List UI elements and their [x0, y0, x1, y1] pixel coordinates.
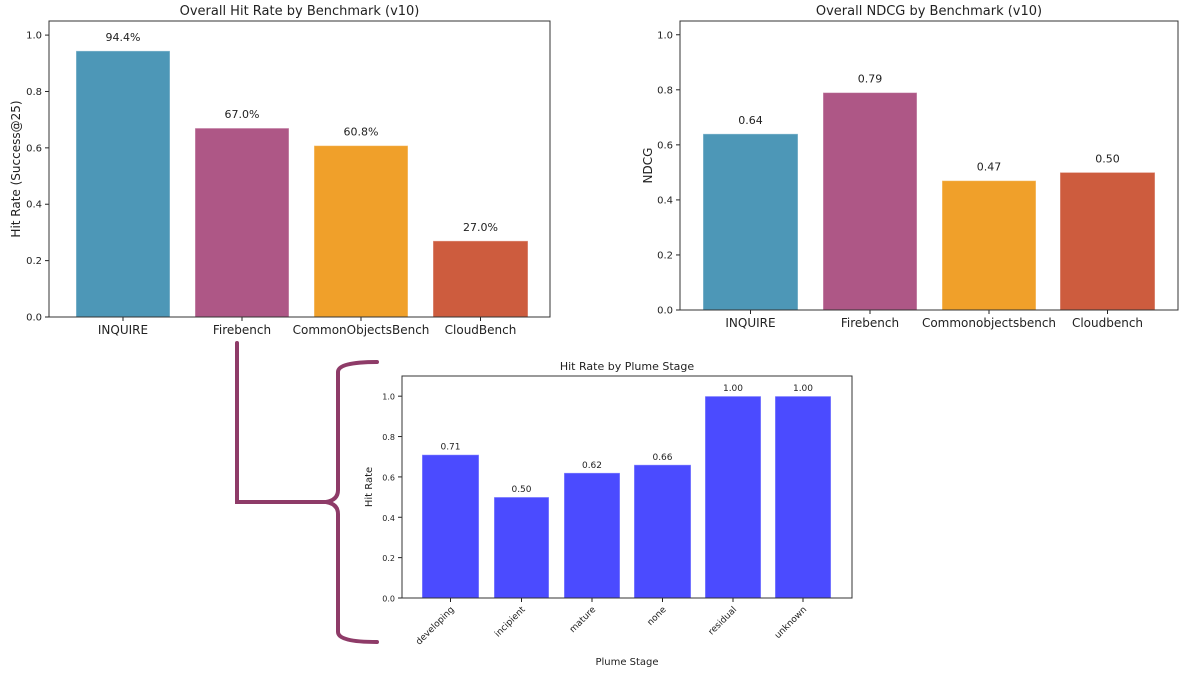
y-tick-label: 0.0: [382, 595, 395, 604]
y-tick-label: 0.4: [26, 200, 42, 211]
y-tick-label: 0.6: [657, 140, 673, 151]
y-tick-label: 0.2: [657, 250, 673, 261]
axes-frame: [679, 20, 1179, 311]
bar-developing: [421, 454, 480, 599]
y-axis-label: Hit Rate: [364, 467, 375, 507]
bar-Commonobjectsbench: [941, 180, 1037, 311]
y-tick-label: 0.8: [657, 85, 673, 96]
y-tick-label: 0.0: [657, 306, 673, 317]
chart-title: Overall Hit Rate by Benchmark (v10): [180, 4, 420, 19]
data-label: 0.50: [1095, 152, 1120, 165]
chart-title: Hit Rate by Plume Stage: [560, 360, 695, 373]
axes-frame: [48, 20, 551, 318]
bar-Cloudbench: [1059, 171, 1156, 311]
x-tick-label: unknown: [773, 605, 809, 641]
x-tick-label: CloudBench: [445, 323, 517, 337]
bar-unknown: [774, 395, 832, 599]
y-tick-label: 0.2: [26, 256, 42, 267]
data-label: 0.62: [582, 461, 602, 471]
data-label: 0.47: [977, 161, 1002, 174]
bar-residual: [704, 395, 762, 599]
bar-INQUIRE: [75, 50, 171, 318]
y-tick-label: 0.4: [382, 514, 395, 523]
y-tick-label: 1.0: [382, 393, 395, 402]
y-tick-label: 0.2: [382, 554, 395, 563]
y-axis-label: NDCG: [641, 148, 655, 184]
y-tick-label: 0.8: [382, 433, 395, 442]
x-tick-label: INQUIRE: [725, 316, 775, 330]
y-tick-label: 0.6: [26, 143, 42, 154]
bar-INQUIRE: [702, 133, 799, 311]
bar-CloudBench: [432, 240, 529, 318]
y-axis-label: Hit Rate (Success@25): [9, 100, 23, 237]
chart-2: Overall NDCG by Benchmark (v10) 0.64 INQUI…: [641, 4, 1179, 330]
bar-Firebench: [194, 127, 290, 318]
data-label: 1.00: [793, 384, 813, 394]
data-label: 0.79: [858, 73, 883, 86]
data-label: 0.66: [652, 453, 672, 463]
x-tick-label: Commonobjectsbench: [922, 316, 1056, 330]
bar-incipient: [493, 496, 550, 599]
chart-title: Overall NDCG by Benchmark (v10): [816, 4, 1042, 19]
y-tick-label: 0.0: [26, 313, 42, 324]
x-tick-label: none: [646, 605, 669, 628]
x-tick-label: Cloudbench: [1072, 316, 1143, 330]
y-tick-label: 0.6: [382, 473, 395, 482]
y-tick-label: 0.4: [657, 195, 673, 206]
x-tick-label: Firebench: [841, 316, 899, 330]
data-label: 67.0%: [225, 108, 260, 121]
x-axis-label: Plume Stage: [595, 657, 658, 668]
x-tick-label: CommonObjectsBench: [293, 323, 430, 337]
data-label: 0.50: [511, 485, 531, 495]
curly-brace: [325, 360, 379, 644]
data-label: 27.0%: [463, 221, 498, 234]
y-tick-label: 1.0: [657, 30, 673, 41]
x-tick-label: mature: [568, 605, 598, 635]
y-tick-label: 1.0: [26, 31, 42, 42]
data-label: 60.8%: [344, 126, 379, 139]
x-tick-label: incipient: [493, 605, 528, 640]
x-tick-label: residual: [707, 605, 739, 637]
bar-none: [633, 464, 692, 599]
data-label: 94.4%: [106, 31, 141, 44]
y-tick-label: 0.8: [26, 87, 42, 98]
axes-frame: [401, 375, 853, 599]
bar-CommonObjectsBench: [313, 145, 409, 318]
data-label: 1.00: [723, 384, 743, 394]
x-tick-label: Firebench: [213, 323, 271, 337]
data-label: 0.71: [440, 443, 460, 453]
x-tick-label: INQUIRE: [98, 323, 148, 337]
bar-Firebench: [822, 92, 918, 311]
chart-1: Overall Hit Rate by Benchmark (v10) 94.4%…: [9, 4, 551, 337]
chart-3: Hit Rate by Plume Stage 0.71 developing 0.5…: [364, 360, 853, 668]
x-tick-label: developing: [414, 605, 456, 647]
data-label: 0.64: [738, 114, 763, 127]
bar-mature: [563, 472, 621, 599]
connector-line: [235, 341, 332, 504]
